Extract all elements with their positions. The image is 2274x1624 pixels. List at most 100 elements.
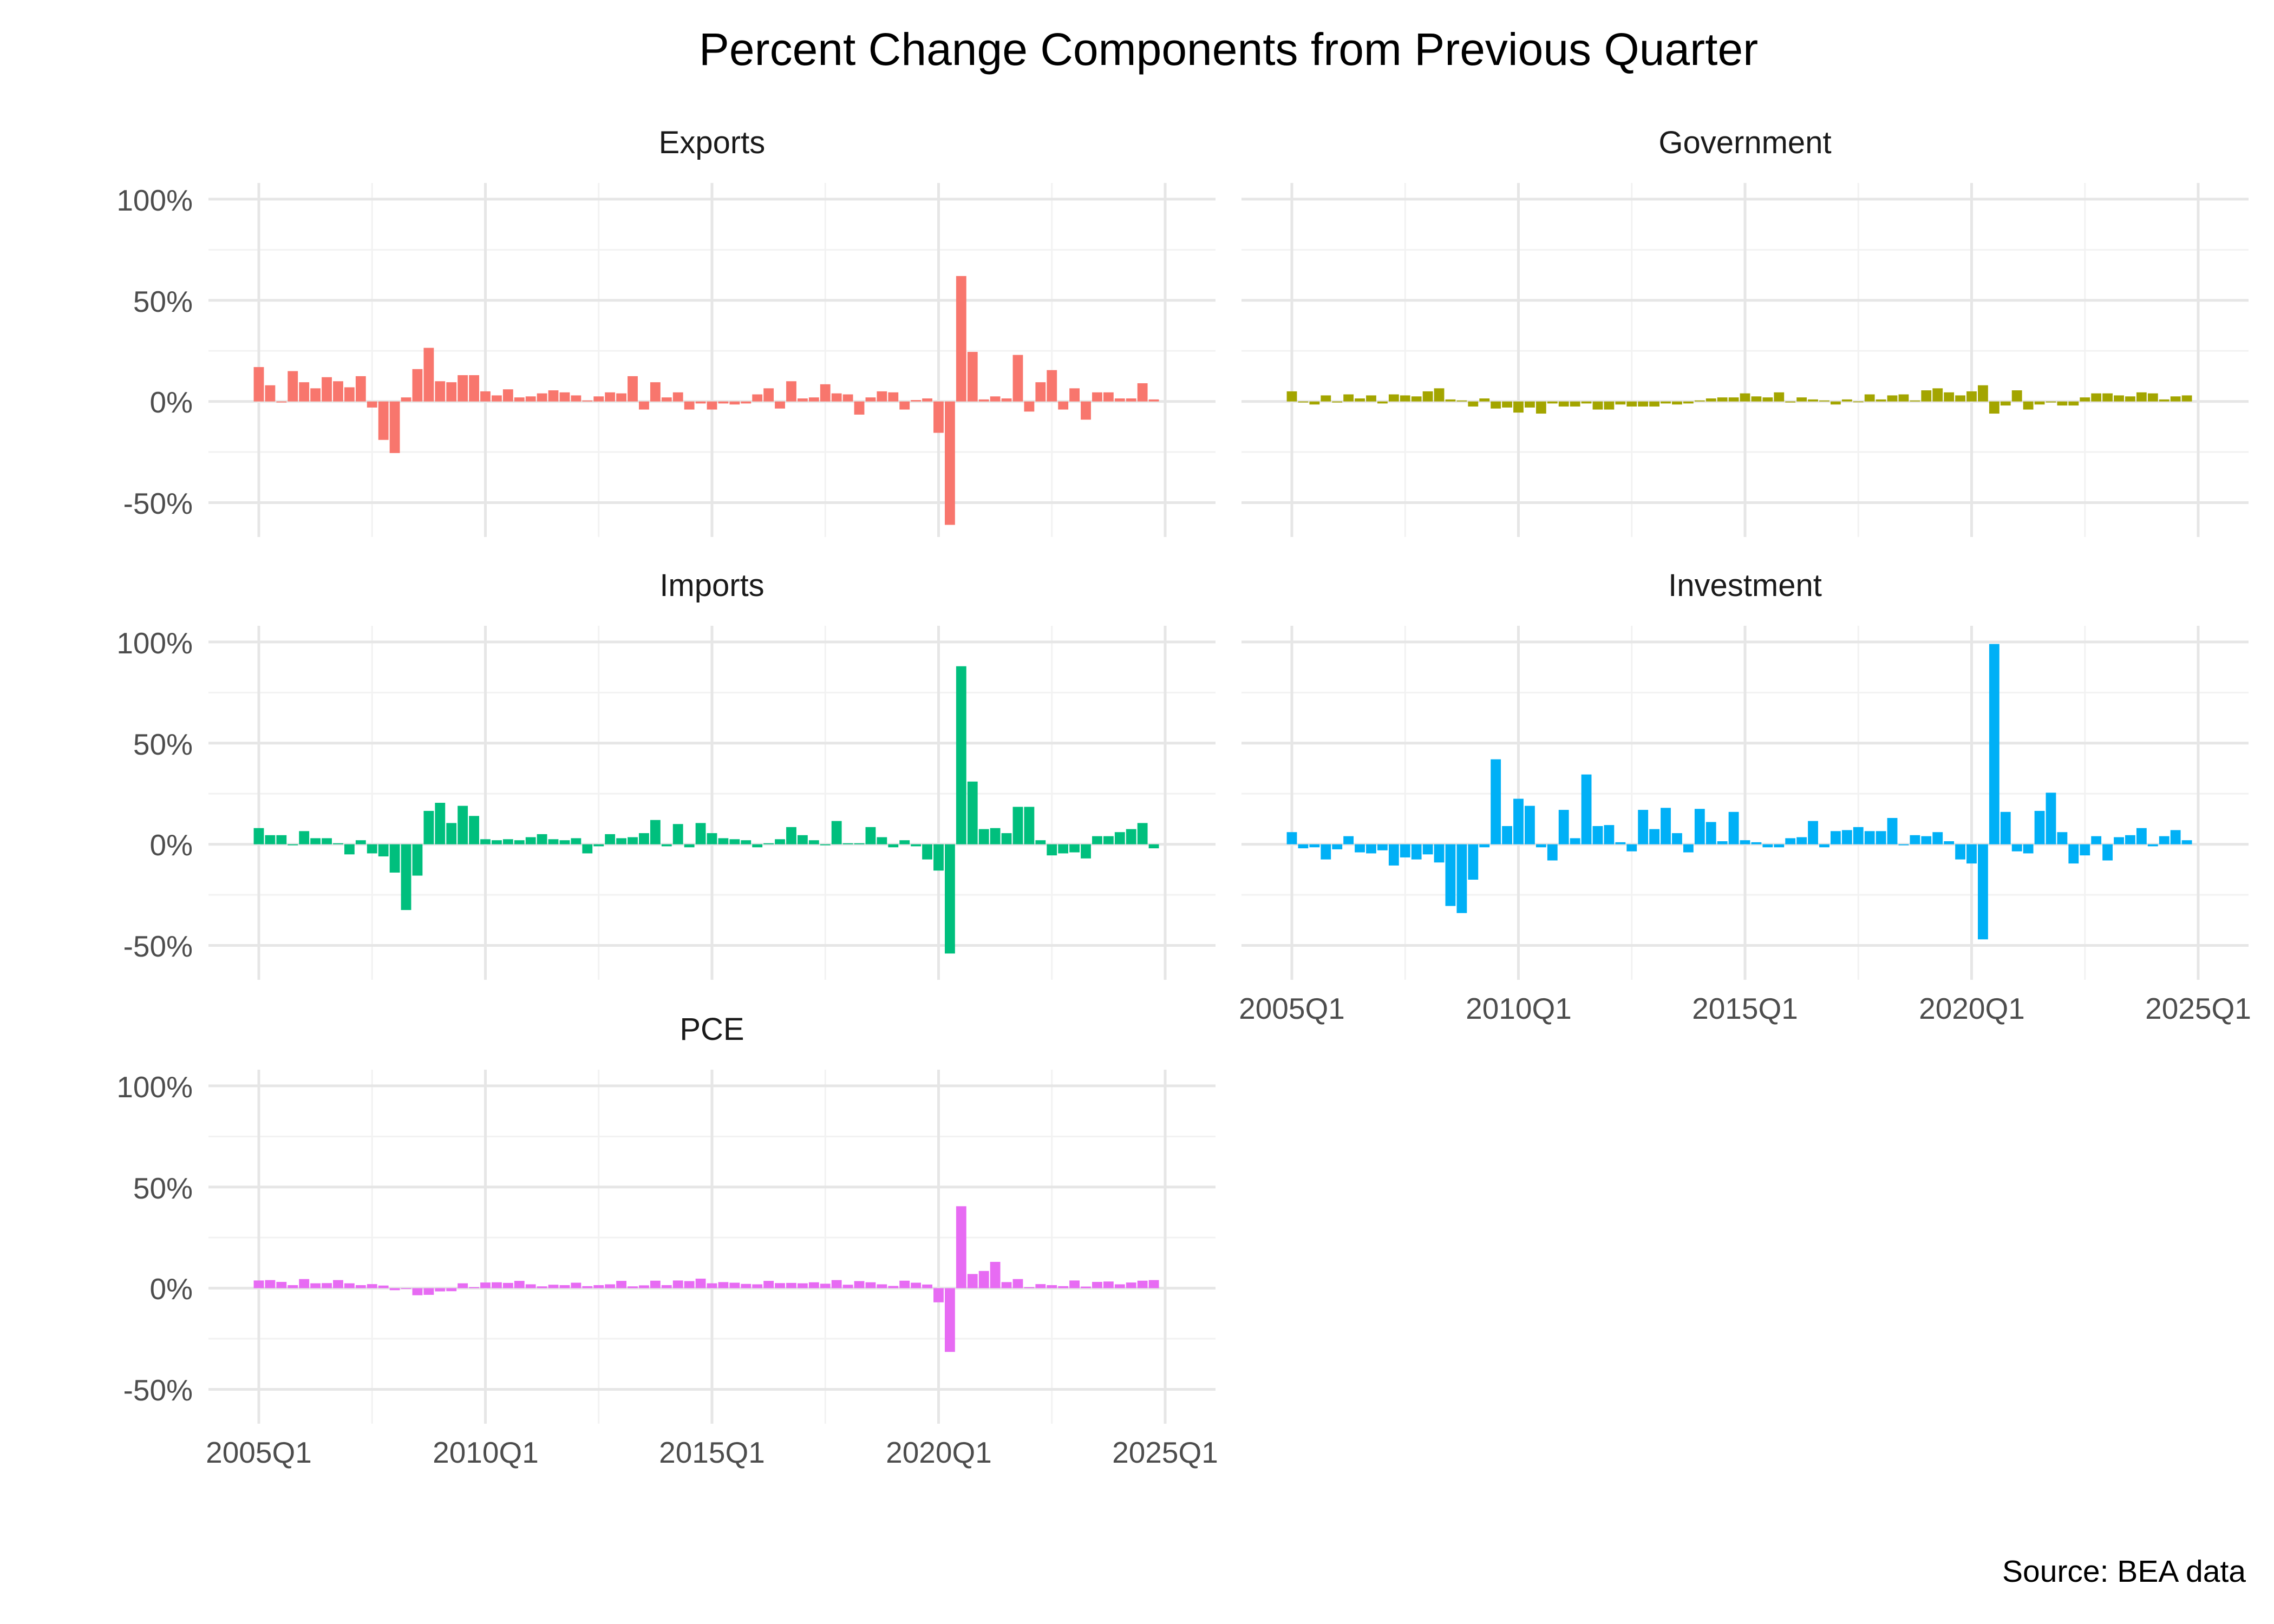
- bar: [741, 840, 752, 844]
- bar: [265, 1280, 276, 1288]
- y-axis-tick-label: 0%: [149, 385, 193, 419]
- bar: [888, 392, 899, 402]
- bar: [322, 838, 332, 844]
- bar: [1058, 1286, 1069, 1288]
- bar: [639, 833, 649, 844]
- bar: [265, 385, 276, 402]
- bar: [1513, 798, 1524, 844]
- bar: [1592, 826, 1603, 844]
- bar: [2181, 395, 2192, 402]
- bar: [842, 394, 853, 402]
- bar: [310, 388, 321, 402]
- bar: [401, 1288, 411, 1289]
- government-chart: [1241, 183, 2249, 537]
- bar: [865, 397, 876, 402]
- bar: [1955, 395, 1965, 402]
- bar: [1114, 398, 1125, 402]
- bar: [1819, 844, 1829, 848]
- bar: [1876, 831, 1886, 844]
- bar: [1728, 397, 1739, 402]
- bar: [412, 369, 423, 402]
- bar: [582, 1286, 593, 1288]
- bar: [616, 838, 627, 844]
- x-axis-tick-label: 2020Q1: [886, 1436, 992, 1469]
- bar: [253, 828, 264, 844]
- bar: [945, 1288, 955, 1352]
- bar: [1626, 401, 1637, 407]
- facet-title-government: Government: [1658, 125, 1832, 160]
- bar: [1717, 841, 1728, 844]
- bar: [1001, 1282, 1012, 1288]
- bar: [1035, 1284, 1046, 1288]
- bar: [559, 840, 570, 844]
- bar: [695, 823, 706, 844]
- bar: [628, 376, 638, 402]
- bar: [1388, 394, 1399, 402]
- bar: [1400, 395, 1410, 402]
- bar: [650, 382, 661, 402]
- bar: [435, 381, 446, 402]
- bar: [1841, 830, 1852, 844]
- bar: [990, 828, 1001, 844]
- bar: [2034, 810, 2045, 844]
- bar: [933, 401, 944, 433]
- bar: [2159, 836, 2170, 844]
- bar: [1126, 398, 1136, 402]
- bar: [514, 840, 525, 844]
- bar: [639, 401, 649, 410]
- bar: [1058, 844, 1069, 854]
- bar: [2046, 793, 2056, 844]
- bar: [672, 824, 683, 844]
- bar: [344, 387, 355, 402]
- bar: [1114, 1284, 1125, 1288]
- bar: [1035, 382, 1046, 402]
- bar: [1978, 844, 1988, 940]
- bar: [1785, 838, 1796, 844]
- bar: [956, 276, 966, 402]
- bar: [1069, 388, 1080, 402]
- bar: [593, 396, 604, 402]
- y-axis-tick-label: 100%: [116, 184, 193, 217]
- bar: [854, 1281, 865, 1288]
- bar: [514, 1281, 525, 1288]
- bar: [1683, 844, 1694, 853]
- source-note: Source: BEA data: [2002, 1554, 2246, 1589]
- bar: [1321, 844, 1331, 860]
- bar: [1479, 398, 1490, 402]
- bar: [1592, 401, 1603, 410]
- bar: [628, 1286, 638, 1288]
- bar: [967, 1274, 978, 1288]
- bar: [1762, 397, 1773, 402]
- bar: [1626, 844, 1637, 852]
- bar: [695, 401, 706, 404]
- bar: [1137, 383, 1148, 402]
- bar: [797, 1283, 808, 1288]
- bar: [593, 844, 604, 847]
- bar: [741, 401, 752, 404]
- bar: [1012, 355, 1023, 402]
- bar: [1411, 844, 1422, 860]
- bar: [775, 839, 785, 844]
- bar: [367, 401, 377, 408]
- bar: [729, 839, 740, 844]
- bar: [1819, 400, 1829, 402]
- bar: [2125, 396, 2135, 402]
- bar: [911, 1282, 922, 1288]
- bar: [1762, 844, 1773, 848]
- bar: [831, 1280, 842, 1288]
- x-axis-tick-label: 2005Q1: [1239, 992, 1345, 1025]
- bar: [446, 382, 457, 402]
- bar: [1001, 833, 1012, 844]
- bar: [1717, 397, 1728, 402]
- pce-chart: [208, 1070, 1216, 1424]
- bar: [2080, 397, 2090, 402]
- bar: [1796, 837, 1807, 844]
- bar: [1298, 401, 1309, 403]
- bar: [1864, 394, 1875, 402]
- y-axis-tick-label: -50%: [123, 487, 193, 520]
- bar: [276, 1282, 287, 1288]
- bar: [1830, 401, 1841, 405]
- bar: [1445, 844, 1456, 906]
- bar: [820, 384, 831, 402]
- bar: [797, 398, 808, 402]
